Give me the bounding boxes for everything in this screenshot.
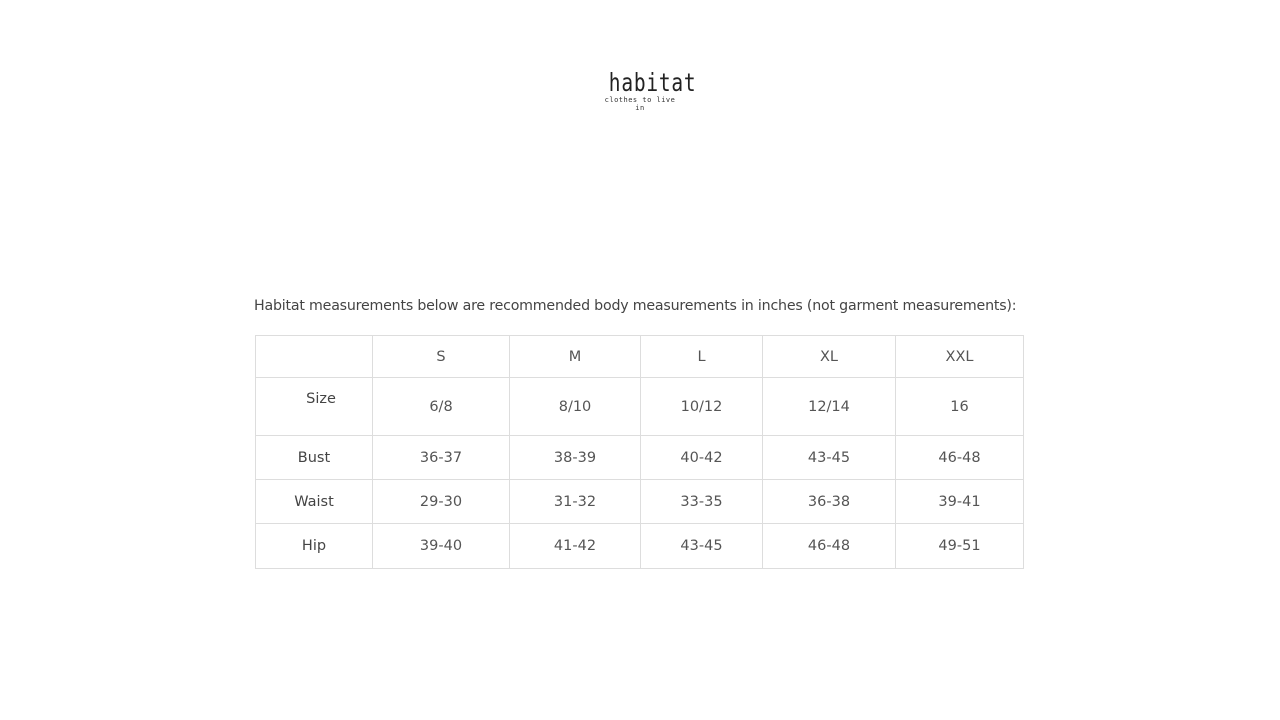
- value-cell: 43-45: [762, 435, 896, 480]
- value-cell: 10/12: [640, 377, 763, 436]
- value-cell: 8/10: [509, 377, 641, 436]
- value-cell: 16: [895, 377, 1024, 436]
- row-label: Bust: [255, 435, 373, 480]
- value-cell: 41-42: [509, 523, 641, 569]
- value-cell: 33-35: [640, 479, 763, 524]
- table-row: Bust 36-37 38-39 40-42 43-45 46-48: [255, 435, 1024, 480]
- header-cell: M: [509, 335, 641, 378]
- value-cell: 36-38: [762, 479, 896, 524]
- value-cell: 31-32: [509, 479, 641, 524]
- habitat-logo: habitat clothes to live in: [600, 68, 697, 113]
- value-cell: 6/8: [372, 377, 510, 436]
- value-cell: 46-48: [895, 435, 1024, 480]
- table-row: Size 6/8 8/10 10/12 12/14 16: [255, 377, 1024, 436]
- header-row: S M L XL XXL: [255, 335, 1024, 378]
- logo-tagline: clothes to live in: [604, 96, 676, 112]
- value-cell: 39-41: [895, 479, 1024, 524]
- value-cell: 29-30: [372, 479, 510, 524]
- table-row: Waist 29-30 31-32 33-35 36-38 39-41: [255, 479, 1024, 524]
- table-row: Hip 39-40 41-42 43-45 46-48 49-51: [255, 523, 1024, 569]
- value-cell: 38-39: [509, 435, 641, 480]
- value-cell: 39-40: [372, 523, 510, 569]
- header-cell: XL: [762, 335, 896, 378]
- header-cell: L: [640, 335, 763, 378]
- value-cell: 43-45: [640, 523, 763, 569]
- value-cell: 36-37: [372, 435, 510, 480]
- header-corner-cell: [255, 335, 373, 378]
- row-label: Waist: [255, 479, 373, 524]
- value-cell: 12/14: [762, 377, 896, 436]
- value-cell: 49-51: [895, 523, 1024, 569]
- size-chart-table: S M L XL XXL Size 6/8 8/10 10/12 12/14 16 Bust 36-37…: [255, 335, 1024, 569]
- row-label: Size: [255, 377, 373, 436]
- measurements-intro: Habitat measurements below are recommend…: [254, 298, 1017, 314]
- header-cell: XXL: [895, 335, 1024, 378]
- header-cell: S: [372, 335, 510, 378]
- value-cell: 40-42: [640, 435, 763, 480]
- value-cell: 46-48: [762, 523, 896, 569]
- logo-wordmark: habitat: [608, 68, 697, 97]
- row-label: Hip: [255, 523, 373, 569]
